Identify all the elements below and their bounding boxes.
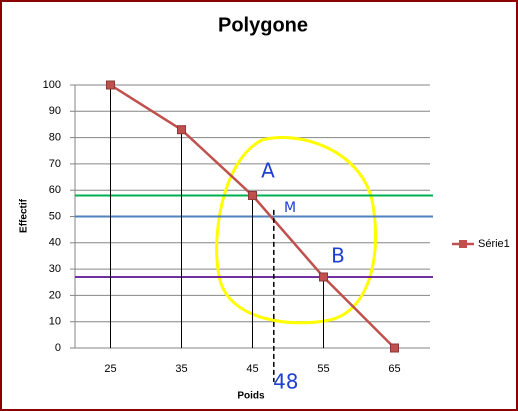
chart-title: Polygone	[218, 14, 308, 36]
x-tick-label: 35	[175, 363, 187, 375]
x-tick-label: 25	[104, 363, 116, 375]
y-tick-label: 50	[49, 210, 61, 222]
marker	[177, 125, 186, 135]
legend-label: Série1	[478, 238, 510, 250]
x-tick-label: 45	[246, 363, 258, 375]
y-tick-label: 30	[49, 263, 61, 275]
x-tick-label: 65	[388, 363, 400, 375]
annotation: 48	[273, 370, 298, 394]
marker	[106, 80, 115, 90]
y-tick-label: 100	[43, 79, 61, 91]
annotation: B	[331, 244, 345, 268]
annotation: A	[261, 159, 275, 183]
y-tick-label: 90	[49, 105, 61, 117]
marker	[248, 190, 257, 200]
marker	[319, 272, 328, 282]
y-tick-label: 20	[49, 289, 61, 301]
highlight-circle	[215, 136, 378, 325]
y-tick-label: 0	[55, 342, 61, 354]
x-axis-title: Poids	[237, 391, 265, 402]
y-tick-label: 10	[49, 316, 61, 328]
legend-marker	[459, 240, 467, 248]
marker	[390, 343, 399, 353]
y-axis-title: Effectif	[19, 198, 30, 233]
x-tick-label: 55	[317, 363, 329, 375]
y-tick-label: 70	[49, 158, 61, 170]
y-tick-label: 40	[49, 237, 61, 249]
y-tick-label: 60	[49, 184, 61, 196]
y-tick-label: 80	[49, 132, 61, 144]
annotation: M	[284, 200, 296, 216]
